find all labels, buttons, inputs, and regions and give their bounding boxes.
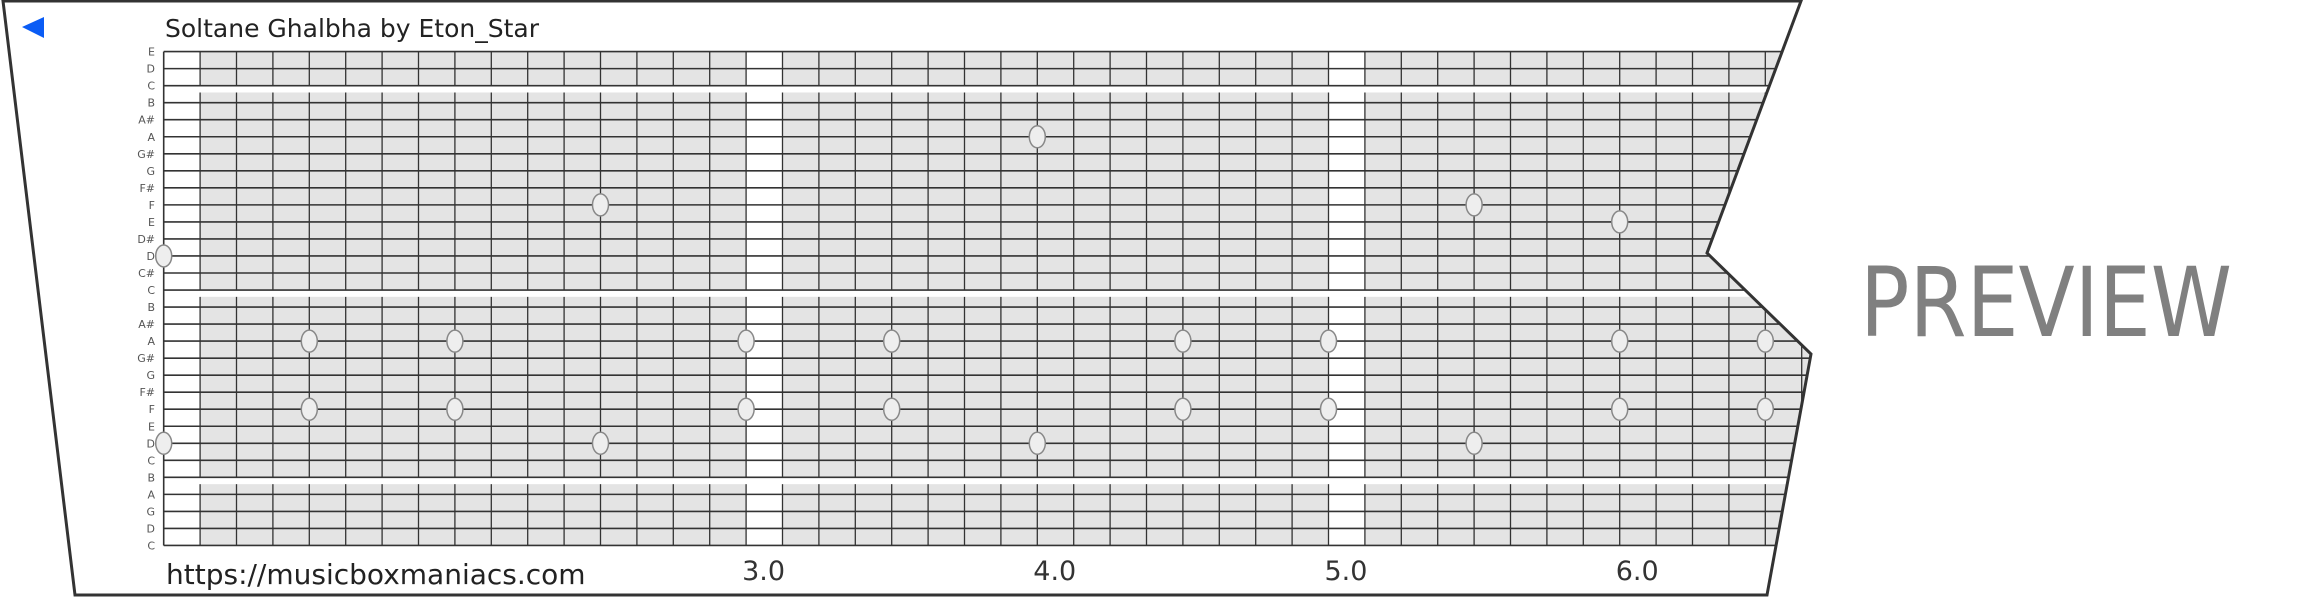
separator-band <box>163 85 1811 93</box>
separator-band <box>163 477 1811 485</box>
row-label: A <box>147 335 155 348</box>
note-hole <box>300 397 319 421</box>
time-tick-label: 4.0 <box>1033 556 1076 587</box>
note-hole <box>1028 125 1047 149</box>
row-label: E <box>148 216 155 229</box>
row-label: G <box>146 505 155 518</box>
song-title: Soltane Ghalbha by Eton_Star <box>165 14 540 43</box>
note-hole <box>154 431 173 456</box>
row-label: D# <box>137 233 155 246</box>
note-hole <box>446 397 464 421</box>
row-label: G# <box>137 148 155 161</box>
note-hole <box>1465 193 1483 217</box>
note-hole <box>1465 431 1483 456</box>
note-hole <box>882 329 901 353</box>
preview-watermark: PREVIEW <box>1860 247 2232 359</box>
time-tick-label: 5.0 <box>1325 556 1368 587</box>
row-label: B <box>147 471 155 484</box>
row-label: D <box>147 522 155 535</box>
note-hole <box>1319 397 1338 421</box>
note-hole <box>1756 329 1775 353</box>
time-ticks: 3.0 4.0 5.0 6.0 <box>742 556 1659 587</box>
row-label: F <box>149 403 155 416</box>
row-label: F# <box>139 386 155 399</box>
row-label: C <box>147 284 155 297</box>
row-label: D <box>147 250 155 263</box>
row-label: E <box>148 46 155 59</box>
time-tick-label: 3.0 <box>742 556 785 587</box>
measure-gap-column <box>1328 51 1365 546</box>
note-hole <box>1174 329 1192 353</box>
row-label: C <box>147 80 155 93</box>
row-label: D <box>147 63 155 76</box>
punch-grid <box>162 50 1811 547</box>
note-hole <box>300 329 319 353</box>
row-label: G# <box>137 352 155 365</box>
row-label: G <box>146 165 155 178</box>
note-hole <box>1319 329 1338 353</box>
row-label: A <box>147 488 155 501</box>
note-hole <box>1610 210 1629 234</box>
note-hole <box>154 244 173 268</box>
note-hole <box>591 193 610 217</box>
row-label: C <box>147 539 155 552</box>
play-left-triangle-icon[interactable] <box>22 17 44 38</box>
notes-layer <box>154 125 1775 456</box>
row-label: B <box>147 97 155 110</box>
row-label: G <box>146 369 155 382</box>
note-hole <box>1174 397 1192 421</box>
row-label: D <box>147 437 155 450</box>
separator-band <box>163 290 1811 297</box>
note-hole <box>737 329 755 353</box>
row-label: F <box>149 199 155 212</box>
time-tick-label: 6.0 <box>1616 556 1659 587</box>
paper-fill <box>200 51 1811 546</box>
row-label: F# <box>139 182 155 195</box>
row-label: A# <box>138 318 155 331</box>
note-hole <box>446 329 464 353</box>
note-hole <box>882 397 901 421</box>
note-hole <box>737 397 755 421</box>
note-hole <box>1610 329 1629 353</box>
note-hole <box>591 431 610 456</box>
paper-outline <box>1 0 1813 597</box>
row-label: E <box>148 420 155 433</box>
note-hole <box>1756 397 1775 421</box>
note-hole <box>1028 431 1047 456</box>
measure-gap-column <box>746 51 783 546</box>
row-label: C# <box>138 267 155 280</box>
row-label: B <box>147 301 155 314</box>
site-url[interactable]: https://musicboxmaniacs.com <box>166 558 586 591</box>
note-hole <box>1610 397 1629 421</box>
row-label: C <box>147 454 155 467</box>
row-label: A# <box>138 114 155 127</box>
row-label: A <box>147 131 155 144</box>
